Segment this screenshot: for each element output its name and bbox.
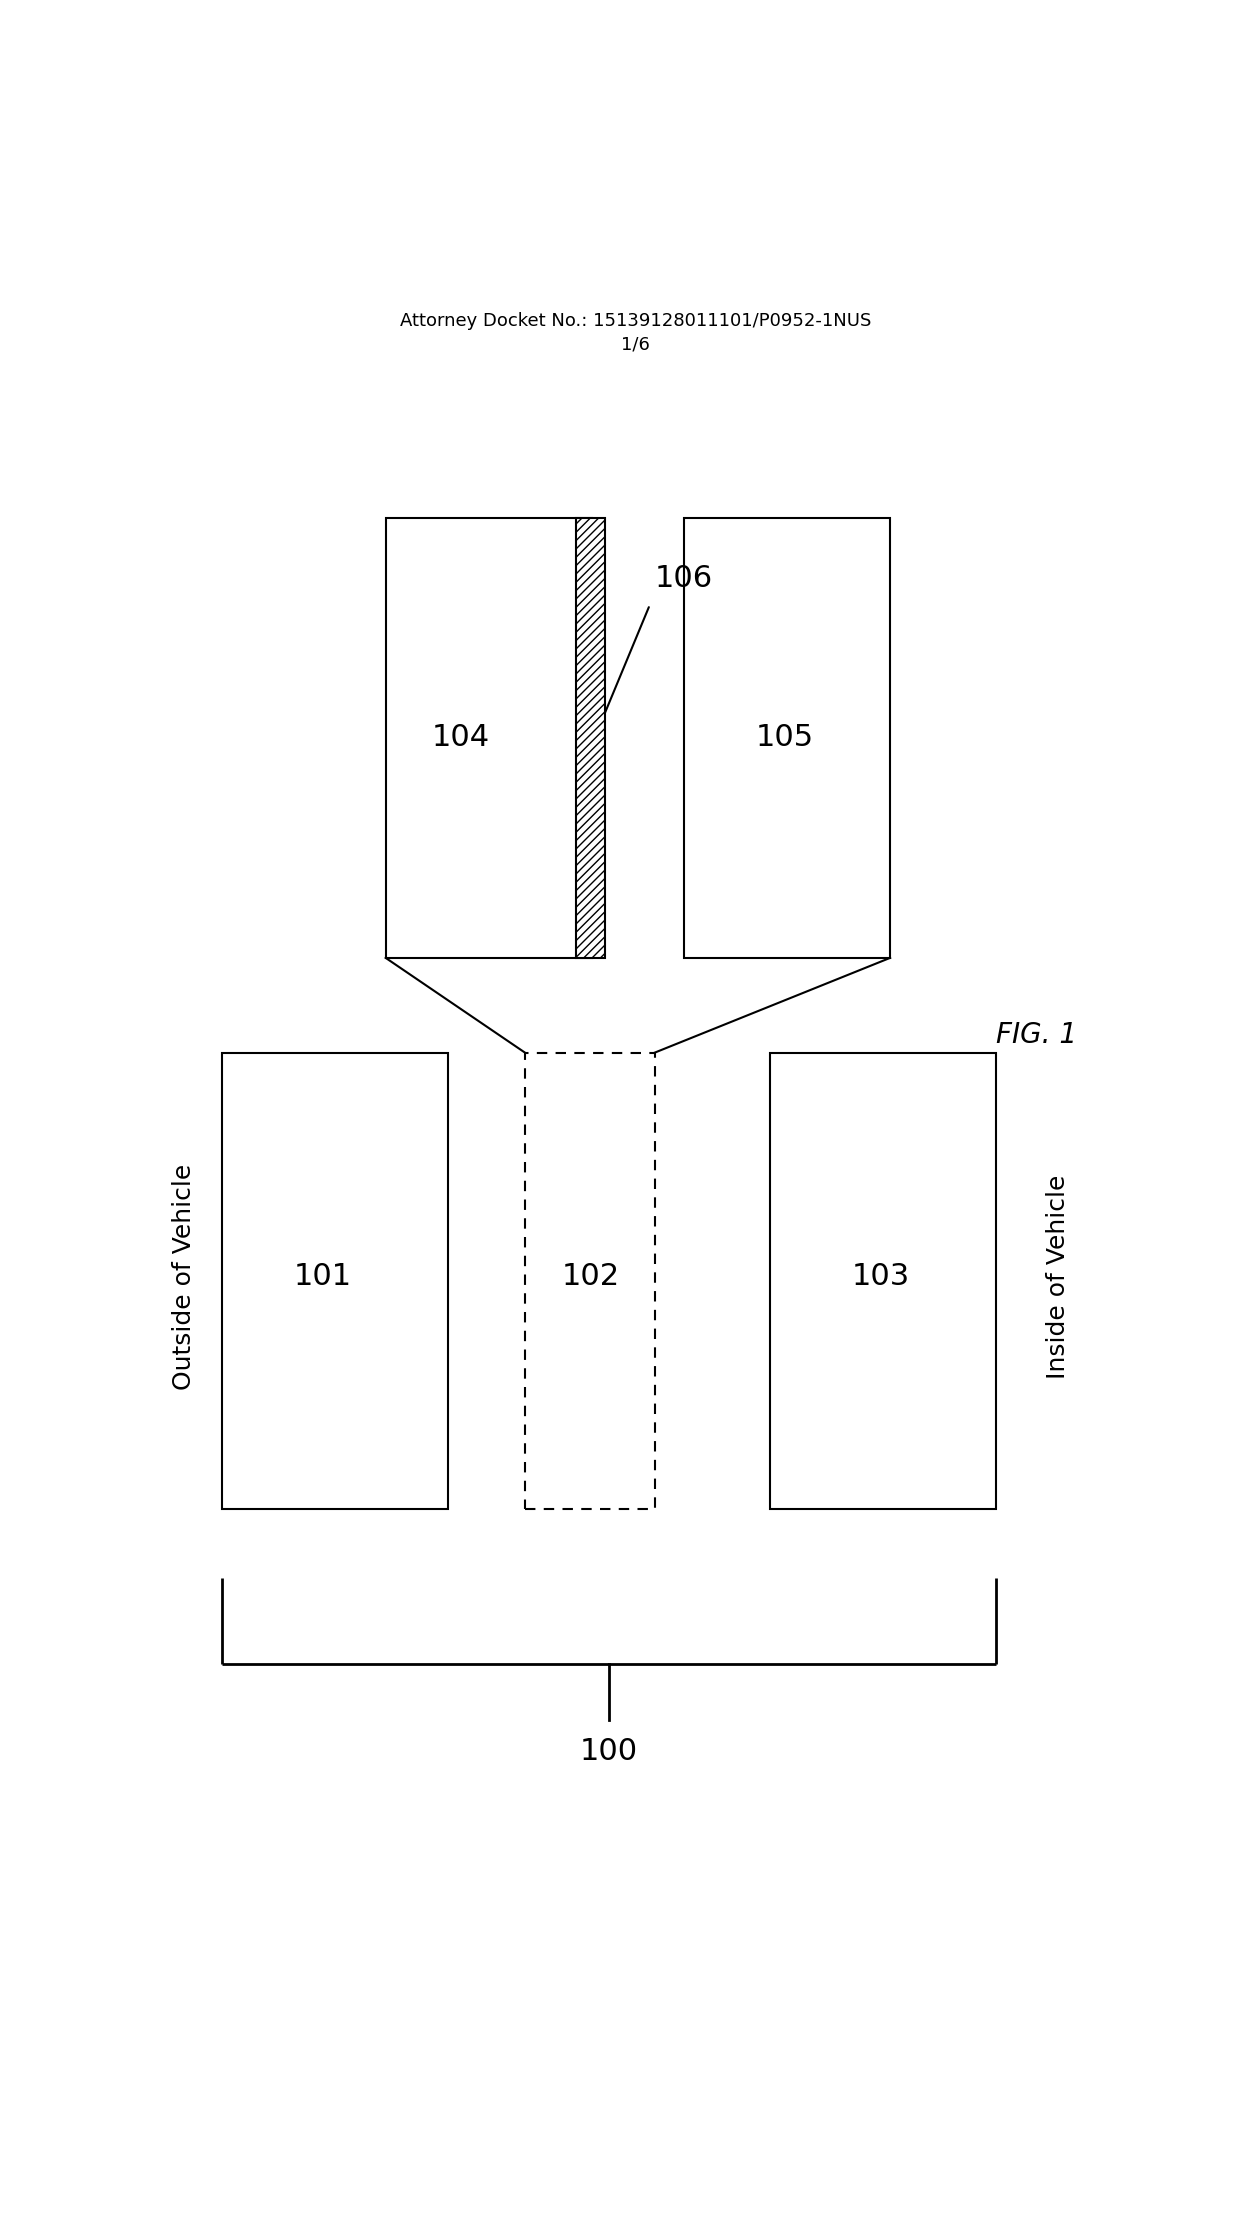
Text: FIG. 1: FIG. 1 — [996, 1021, 1076, 1050]
Text: 1/6: 1/6 — [621, 336, 650, 354]
Bar — [525, 1052, 655, 1508]
Text: 101: 101 — [294, 1262, 352, 1291]
Text: 102: 102 — [562, 1262, 620, 1291]
Text: 105: 105 — [755, 723, 813, 752]
Text: Inside of Vehicle: Inside of Vehicle — [1047, 1175, 1070, 1379]
Text: 103: 103 — [852, 1262, 910, 1291]
Bar — [770, 1052, 996, 1508]
Text: 106: 106 — [655, 564, 713, 593]
Bar — [222, 1052, 448, 1508]
Bar — [683, 519, 890, 958]
Bar — [575, 519, 605, 958]
Text: Outside of Vehicle: Outside of Vehicle — [172, 1164, 196, 1390]
Bar — [386, 519, 593, 958]
Text: 100: 100 — [579, 1737, 637, 1766]
Text: Attorney Docket No.: 15139128011101/P0952-1NUS: Attorney Docket No.: 15139128011101/P095… — [399, 311, 872, 329]
Text: 104: 104 — [432, 723, 490, 752]
